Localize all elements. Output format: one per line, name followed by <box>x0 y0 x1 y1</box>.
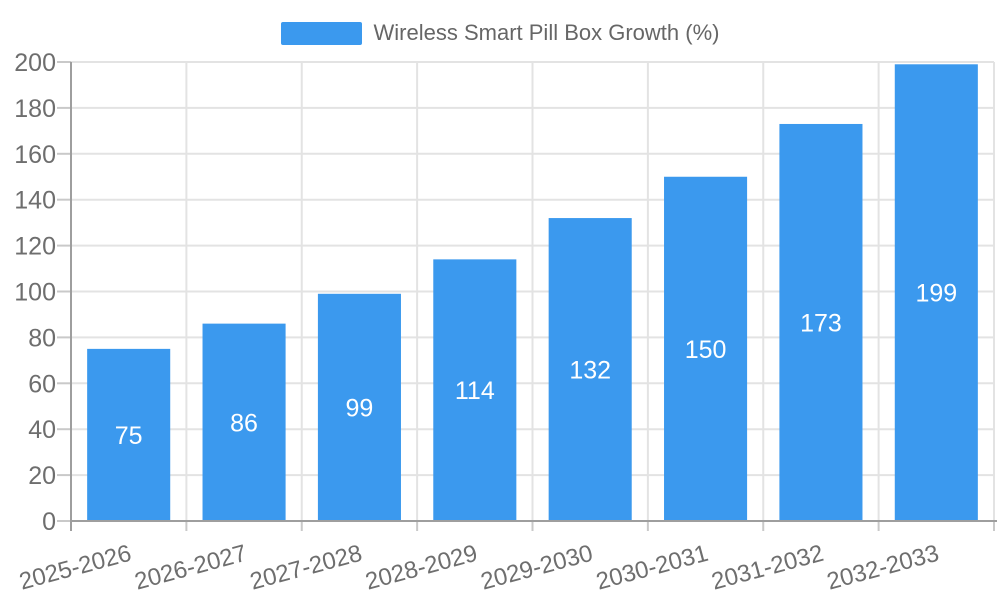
x-tick-label: 2032-2033 <box>824 540 942 596</box>
legend-swatch <box>280 21 362 45</box>
x-tick-label: 2029-2030 <box>478 540 596 596</box>
x-tick-label: 2030-2031 <box>593 540 711 596</box>
bar-value-label: 86 <box>230 409 258 437</box>
bar-2027-2028 <box>317 293 401 521</box>
y-tick-label: 40 <box>28 416 56 444</box>
bar-2031-2032 <box>779 123 863 521</box>
x-tick-label: 2028-2029 <box>363 540 481 596</box>
legend-label: Wireless Smart Pill Box Growth (%) <box>373 20 720 45</box>
y-tick-label: 200 <box>14 49 56 77</box>
bar-value-label: 173 <box>800 309 842 337</box>
bar-value-label: 114 <box>455 377 495 405</box>
y-tick-label: 180 <box>14 95 56 123</box>
y-tick-label: 60 <box>28 370 56 398</box>
bar-2025-2026 <box>87 348 171 521</box>
y-tick-label: 20 <box>28 462 56 490</box>
bar-2032-2033 <box>894 64 978 522</box>
y-tick-label: 80 <box>28 324 56 352</box>
bar-value-label: 99 <box>346 394 374 422</box>
x-tick-label: 2031-2032 <box>709 540 827 596</box>
y-tick-label: 100 <box>14 279 56 307</box>
y-tick-label: 0 <box>42 508 56 536</box>
y-tick-label: 140 <box>14 187 56 215</box>
bar-value-label: 75 <box>115 422 143 450</box>
y-tick-label: 120 <box>14 233 56 261</box>
x-tick-label: 2026-2027 <box>132 540 250 596</box>
bar-2029-2030 <box>548 218 632 521</box>
bar-value-label: 199 <box>915 280 957 308</box>
bar-2030-2031 <box>664 176 748 521</box>
x-tick-label: 2025-2026 <box>16 540 134 596</box>
bar-value-label: 150 <box>685 336 727 364</box>
chart-legend[interactable]: Wireless Smart Pill Box Growth (%) <box>0 20 1000 46</box>
x-tick-label: 2027-2028 <box>247 540 365 596</box>
bar-2028-2029 <box>433 259 517 521</box>
y-tick-label: 160 <box>14 141 56 169</box>
bar-2026-2027 <box>202 323 286 521</box>
bar-value-label: 132 <box>569 357 611 385</box>
